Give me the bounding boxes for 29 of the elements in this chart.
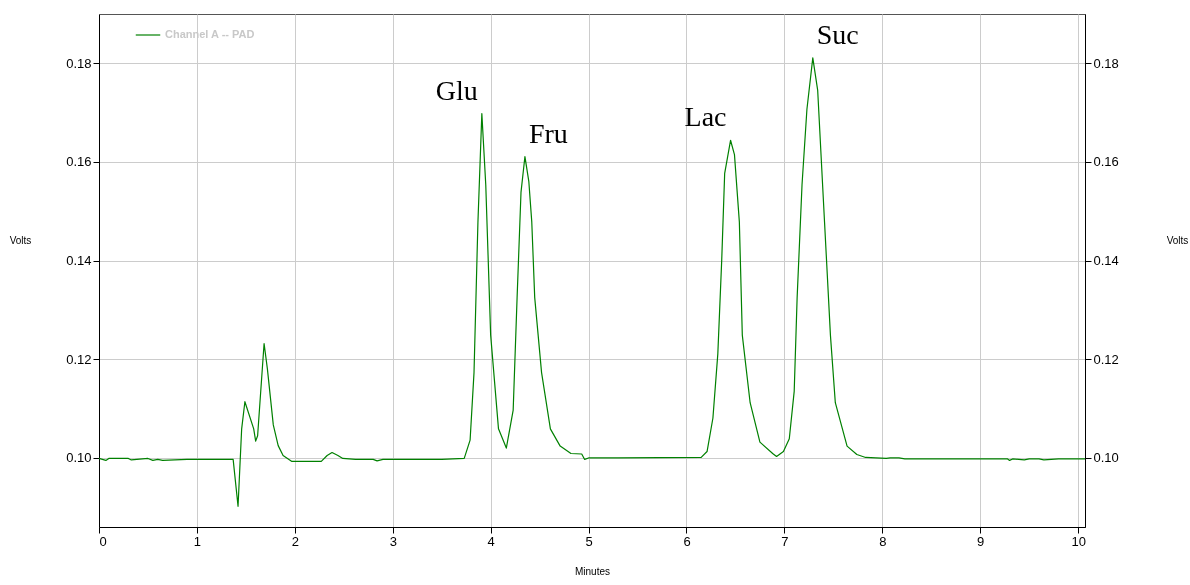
y2-tick-label: 0.16 <box>1093 154 1119 170</box>
y-tick-label: 0.18 <box>66 55 92 71</box>
annotation: Lac <box>684 101 727 133</box>
y-tick-label: 0.12 <box>66 351 92 367</box>
x-tick-label: 9 <box>977 533 985 549</box>
x-tick-label: 0 <box>99 533 107 549</box>
y-axis-title: Volts <box>9 234 32 246</box>
x-tick-label: 1 <box>193 533 202 549</box>
x-tick-label: 7 <box>781 533 789 549</box>
x-tick-label: 2 <box>291 533 299 549</box>
x-tick-label: 3 <box>389 533 397 549</box>
x-tick-label: 4 <box>487 533 495 549</box>
y-tick-label: 0.16 <box>66 154 92 170</box>
y-tick-label: 0.10 <box>66 450 92 466</box>
line-series <box>98 57 1086 507</box>
annotation: Fru <box>528 117 568 149</box>
y2-tick-label: 0.14 <box>1093 253 1119 269</box>
x-tick-label: 10 <box>1071 533 1086 549</box>
x-tick-label: 6 <box>683 533 691 549</box>
y2-axis-title: Volts <box>1166 234 1189 246</box>
y-tick-label: 0.14 <box>66 253 92 269</box>
annotation: Glu <box>435 74 478 106</box>
x-axis-title: Minutes <box>574 565 611 577</box>
y2-tick-label: 0.12 <box>1093 351 1119 367</box>
x-tick-label: 8 <box>879 533 887 549</box>
annotation: Suc <box>816 18 859 50</box>
x-tick-label: 5 <box>585 533 593 549</box>
y2-tick-label: 0.10 <box>1093 450 1119 466</box>
y2-tick-label: 0.18 <box>1093 55 1119 71</box>
